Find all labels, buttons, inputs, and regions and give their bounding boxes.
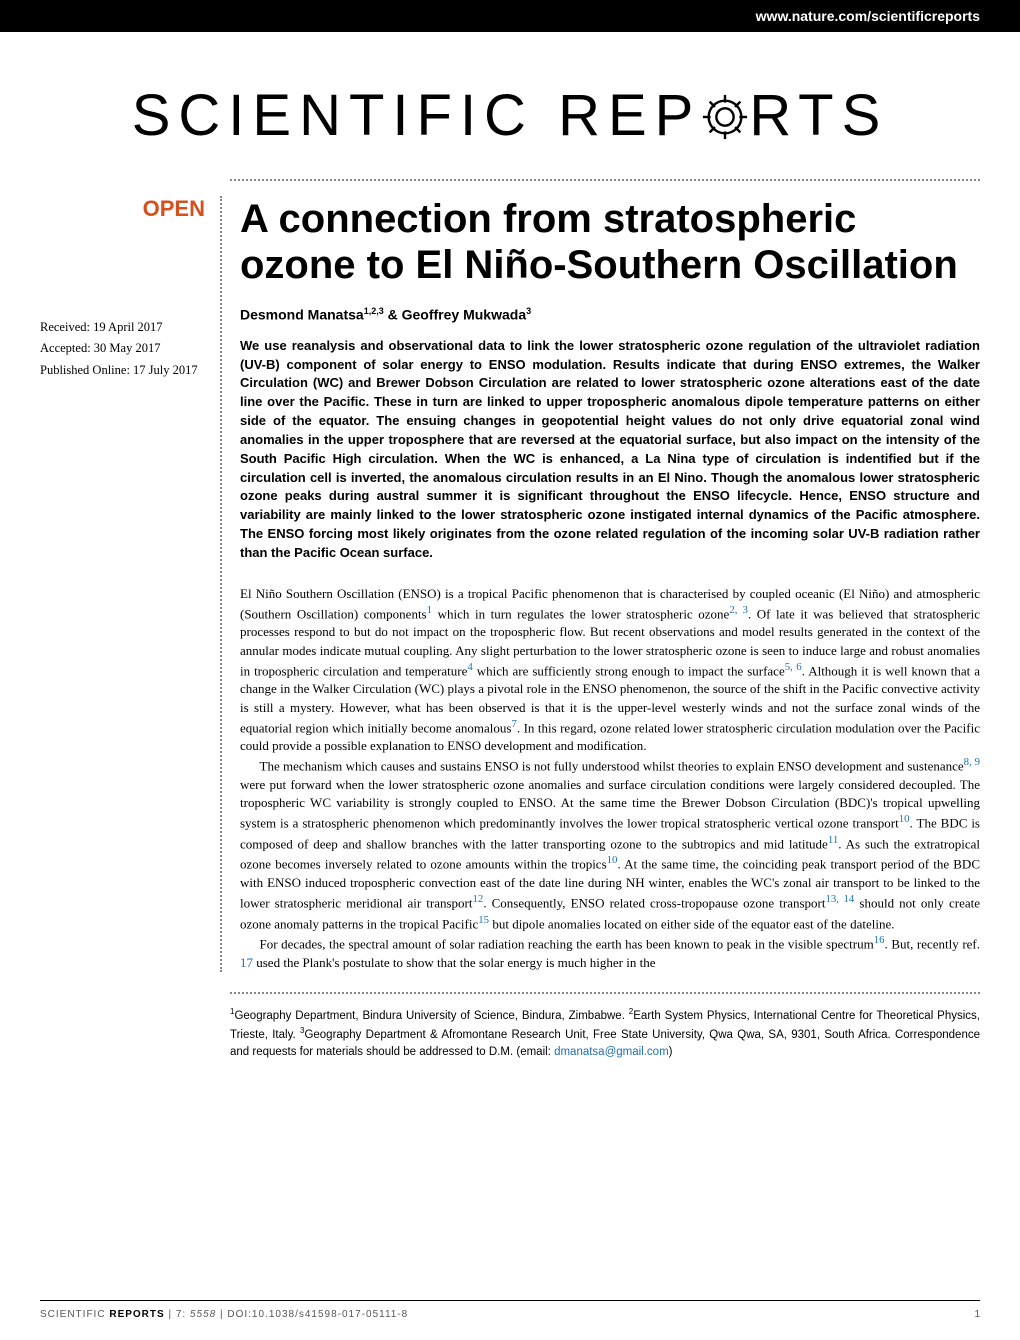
- logo-text-right-pre: REP: [558, 83, 701, 148]
- header-bar: www.nature.com/scientificreports: [0, 0, 1020, 32]
- affiliations: 1Geography Department, Bindura Universit…: [230, 992, 980, 1061]
- page-number: 1: [974, 1309, 980, 1320]
- date-received: Received: 19 April 2017: [40, 317, 205, 338]
- date-accepted: Accepted: 30 May 2017: [40, 338, 205, 359]
- para-1: El Niño Southern Oscillation (ENSO) is a…: [240, 585, 980, 756]
- ref-16[interactable]: 16: [874, 934, 885, 946]
- footer: SCIENTIFIC REPORTS | 7: 5558 | DOI:10.10…: [40, 1300, 980, 1340]
- ref-11[interactable]: 11: [828, 834, 838, 846]
- email-link[interactable]: dmanatsa@gmail.com: [554, 1046, 669, 1058]
- ref-10[interactable]: 10: [899, 813, 910, 825]
- article-dates: Received: 19 April 2017 Accepted: 30 May…: [40, 317, 205, 381]
- footer-citation: SCIENTIFIC REPORTS | 7: 5558 | DOI:10.10…: [40, 1309, 408, 1320]
- open-badge: OPEN: [40, 196, 205, 222]
- ref-13-14[interactable]: 13, 14: [825, 893, 854, 905]
- logo-text-left: SCIENTIFIC: [132, 83, 558, 148]
- ref-12[interactable]: 12: [473, 893, 484, 905]
- logo-text-right-post: RTS: [749, 83, 888, 148]
- ref-10b[interactable]: 10: [607, 854, 618, 866]
- date-published: Published Online: 17 July 2017: [40, 360, 205, 381]
- gear-icon: [701, 82, 749, 149]
- ref-5-6[interactable]: 5, 6: [785, 661, 802, 673]
- right-column: A connection from stratospheric ozone to…: [220, 196, 980, 972]
- para-3: For decades, the spectral amount of sola…: [240, 933, 980, 972]
- content-wrap: OPEN Received: 19 April 2017 Accepted: 3…: [0, 181, 1020, 972]
- ref-17[interactable]: 17: [240, 955, 253, 970]
- ref-2-3[interactable]: 2, 3: [729, 604, 748, 616]
- journal-logo: SCIENTIFIC REP RTS: [0, 82, 1020, 149]
- left-column: OPEN Received: 19 April 2017 Accepted: 3…: [40, 196, 220, 972]
- abstract: We use reanalysis and observational data…: [240, 337, 980, 563]
- ref-15[interactable]: 15: [478, 914, 489, 926]
- para-2: The mechanism which causes and sustains …: [240, 755, 980, 933]
- authors: Desmond Manatsa1,2,3 & Geoffrey Mukwada3: [240, 306, 980, 323]
- article-title: A connection from stratospheric ozone to…: [240, 196, 980, 288]
- header-url[interactable]: www.nature.com/scientificreports: [756, 8, 980, 24]
- ref-8-9[interactable]: 8, 9: [964, 756, 980, 768]
- body-text: El Niño Southern Oscillation (ENSO) is a…: [240, 585, 980, 972]
